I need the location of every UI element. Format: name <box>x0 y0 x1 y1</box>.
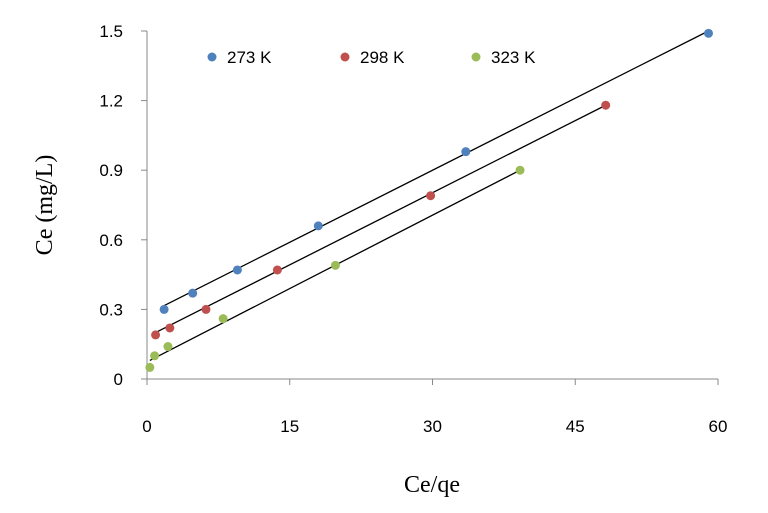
data-point-298k <box>426 191 436 201</box>
x-tick-label: 15 <box>280 417 299 436</box>
data-point-273k <box>159 304 169 314</box>
y-tick-label: 0.3 <box>99 300 123 319</box>
y-tick-label: 0 <box>114 370 123 389</box>
legend-item: 298 K <box>340 48 405 67</box>
data-point-273k <box>232 265 242 275</box>
data-point-323k <box>218 314 228 324</box>
data-point-323k <box>330 260 340 270</box>
data-point-273k <box>188 288 198 298</box>
data-point-298k <box>272 265 282 275</box>
data-point-298k <box>601 100 611 110</box>
y-tick-label: 1.2 <box>99 92 123 111</box>
legend-label: 273 K <box>227 48 272 67</box>
legend-item: 323 K <box>471 48 536 67</box>
x-axis-title: Ce/qe <box>404 472 460 498</box>
data-point-273k <box>703 28 713 38</box>
legend-marker <box>207 52 217 62</box>
legend-marker <box>471 52 481 62</box>
y-axis-title: Ce (mg/L) <box>32 155 58 256</box>
axes <box>146 31 718 380</box>
trendline-298k <box>155 104 606 334</box>
legend: 273 K 298 K 323 K <box>207 48 536 67</box>
data-point-323k <box>515 165 525 175</box>
data-point-298k <box>151 330 161 340</box>
data-point-273k <box>461 147 471 157</box>
data-point-298k <box>165 323 175 333</box>
data-point-298k <box>201 304 211 314</box>
data-point-323k <box>145 362 155 372</box>
y-tick-label: 1.5 <box>99 22 123 41</box>
ticks: 0 15 30 45 60 0 0.3 0.6 0.9 1.2 1.5 <box>99 22 727 436</box>
data-point-273k <box>313 221 323 231</box>
x-tick-label: 45 <box>566 417 585 436</box>
x-tick-label: 60 <box>709 417 728 436</box>
data-points <box>145 28 713 372</box>
data-point-323k <box>163 342 173 352</box>
y-tick-label: 0.9 <box>99 161 123 180</box>
legend-item: 273 K <box>207 48 272 67</box>
legend-marker <box>340 52 350 62</box>
y-tick-label: 0.6 <box>99 231 123 250</box>
legend-label: 298 K <box>360 48 405 67</box>
x-tick-label: 30 <box>423 417 442 436</box>
trendline-273k <box>160 30 709 308</box>
data-point-323k <box>150 351 160 361</box>
x-tick-label: 0 <box>142 417 151 436</box>
legend-label: 323 K <box>491 48 536 67</box>
